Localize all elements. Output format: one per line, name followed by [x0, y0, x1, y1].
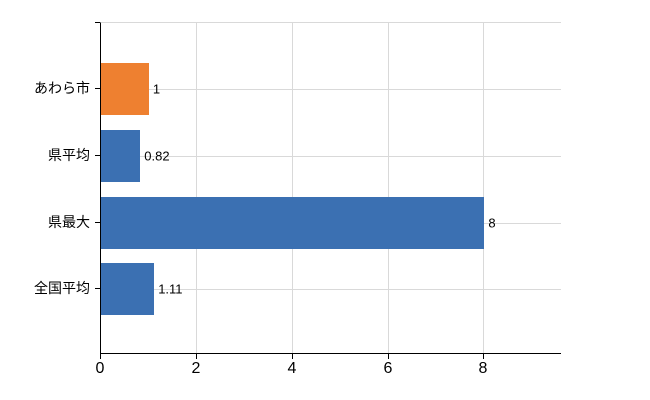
- x-axis-tick-label: 6: [383, 360, 393, 377]
- bar: 1.11: [101, 263, 183, 315]
- x-axis-tick-label: 8: [478, 360, 488, 377]
- horizontal-gridline: [101, 156, 561, 157]
- x-axis-tick-label: 0: [95, 360, 105, 377]
- category-tick: [95, 222, 100, 223]
- category-tick: [95, 288, 100, 289]
- vertical-gridline: [196, 23, 197, 353]
- bar-value-label: 1.11: [158, 281, 183, 297]
- bar-value-label: 0.82: [144, 148, 170, 164]
- y-axis-top-tick: [95, 22, 100, 23]
- plot-area: 1 0.82 8 1.11: [100, 22, 561, 354]
- category-label: 県平均: [48, 147, 90, 163]
- vertical-gridline: [483, 23, 484, 353]
- bar: 0.82: [101, 130, 170, 182]
- category-label: 県最大: [48, 214, 90, 230]
- vertical-gridline: [388, 23, 389, 353]
- x-axis-tick: [100, 354, 101, 359]
- category-tick: [95, 88, 100, 89]
- category-label: 全国平均: [34, 280, 90, 296]
- bar-value-label: 1: [152, 81, 161, 97]
- x-axis-tick: [388, 354, 389, 359]
- vertical-gridline: [292, 23, 293, 353]
- category-tick: [95, 155, 100, 156]
- x-axis-tick-label: 2: [191, 360, 201, 377]
- category-label: あわら市: [34, 80, 90, 96]
- x-axis-tick-label: 4: [287, 360, 297, 377]
- x-axis-tick: [196, 354, 197, 359]
- bar: 1: [101, 63, 160, 115]
- x-axis-tick: [483, 354, 484, 359]
- bar-value-label: 8: [488, 215, 496, 231]
- horizontal-gridline: [101, 89, 561, 90]
- x-axis-tick: [292, 354, 293, 359]
- bar: 8: [101, 197, 496, 249]
- horizontal-gridline: [101, 289, 561, 290]
